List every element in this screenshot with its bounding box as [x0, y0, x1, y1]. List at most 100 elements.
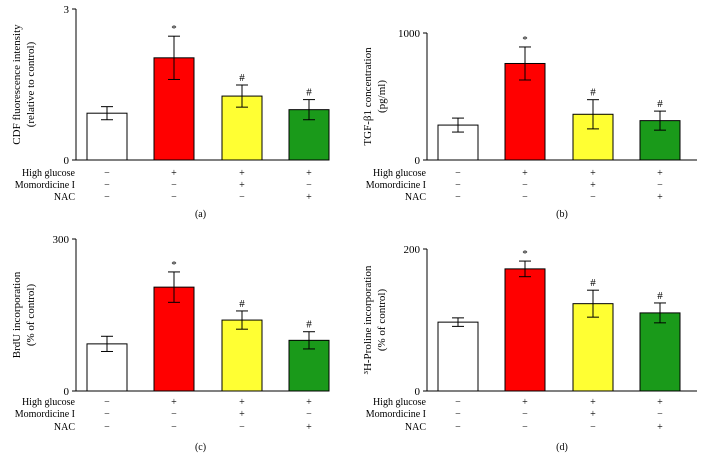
bar [221, 319, 263, 392]
treatment-sign: − [239, 422, 245, 433]
treatment-sign: − [522, 422, 528, 433]
treatment-sign: + [306, 422, 312, 433]
treatment-label: High glucose [373, 168, 427, 179]
significance-marker: # [306, 87, 312, 99]
bar [504, 268, 546, 392]
treatment-sign: + [522, 397, 528, 408]
treatment-sign: − [104, 192, 110, 203]
bar [221, 95, 263, 161]
y-axis-label: ³H-Proline incorporation [362, 265, 374, 374]
significance-marker: # [239, 298, 245, 310]
treatment-sign: − [455, 168, 461, 179]
treatment-sign: + [657, 397, 663, 408]
treatment-sign: − [455, 409, 461, 420]
treatment-sign: − [590, 192, 596, 203]
significance-marker: * [522, 34, 528, 46]
treatment-sign: − [306, 409, 312, 420]
significance-marker: # [239, 72, 245, 84]
panel-label: (a) [195, 209, 206, 220]
y-tick-label: 1000 [398, 28, 421, 40]
treatment-sign: + [306, 397, 312, 408]
treatment-sign: − [171, 409, 177, 420]
y-axis-label: (relative to control) [25, 41, 37, 127]
treatment-label: NAC [54, 192, 75, 203]
significance-marker: # [306, 319, 312, 331]
panel-label: (d) [556, 442, 568, 453]
treatment-label: NAC [54, 422, 75, 433]
treatment-sign: + [657, 422, 663, 433]
bar [153, 286, 195, 392]
treatment-sign: − [522, 409, 528, 420]
y-tick-label: 0 [415, 386, 421, 398]
treatment-label: Momordicine I [15, 409, 75, 420]
treatment-label: High glucose [22, 168, 76, 179]
treatment-sign: + [306, 192, 312, 203]
y-axis-label: BrdU incorporation [11, 271, 23, 358]
panel-label: (c) [195, 442, 206, 453]
treatment-label: Momordicine I [366, 409, 426, 420]
treatment-sign: − [455, 180, 461, 191]
treatment-sign: + [590, 397, 596, 408]
treatment-sign: − [104, 409, 110, 420]
treatment-sign: − [171, 180, 177, 191]
treatment-sign: + [239, 180, 245, 191]
bar [86, 112, 128, 161]
treatment-sign: − [455, 397, 461, 408]
treatment-label: NAC [405, 192, 426, 203]
treatment-sign: − [306, 180, 312, 191]
treatment-label: Momordicine I [15, 180, 75, 191]
y-axis-label: (% of control) [25, 284, 37, 347]
significance-marker: * [171, 259, 177, 271]
y-tick-label: 300 [53, 234, 70, 246]
treatment-sign: + [590, 168, 596, 179]
chart-panel-c: 0 300 BrdU incorporation (% of control) * # # H… [11, 234, 330, 453]
treatment-sign: + [657, 192, 663, 203]
y-tick-label: 0 [415, 155, 421, 167]
treatment-sign: − [104, 168, 110, 179]
treatment-sign: − [104, 180, 110, 191]
treatment-sign: − [171, 422, 177, 433]
treatment-sign: − [455, 422, 461, 433]
treatment-sign: − [590, 422, 596, 433]
treatment-sign: + [239, 168, 245, 179]
bar [437, 321, 479, 392]
treatment-sign: − [455, 192, 461, 203]
treatment-sign: − [657, 180, 663, 191]
treatment-label: High glucose [373, 397, 427, 408]
treatment-sign: − [522, 192, 528, 203]
treatment-label: High glucose [22, 397, 76, 408]
bar [572, 303, 614, 392]
treatment-sign: − [522, 180, 528, 191]
y-tick-label: 0 [64, 386, 70, 398]
treatment-sign: + [239, 397, 245, 408]
treatment-sign: + [522, 168, 528, 179]
y-axis-label: (% of control) [376, 289, 388, 352]
treatment-label: NAC [405, 422, 426, 433]
treatment-sign: + [657, 168, 663, 179]
y-tick-label: 3 [64, 4, 70, 16]
treatment-sign: − [171, 192, 177, 203]
significance-marker: * [522, 248, 528, 260]
significance-marker: # [657, 98, 663, 110]
treatment-sign: + [590, 409, 596, 420]
treatment-sign: + [171, 168, 177, 179]
y-axis-label: CDF fluorescence intensity [11, 24, 23, 145]
y-tick-label: 200 [404, 244, 421, 256]
panel-label: (b) [556, 209, 568, 220]
bar [639, 312, 681, 392]
chart-panel-a: 0 3 CDF fluorescence intensity (relative to… [11, 4, 330, 220]
y-axis-label: TGF-β1 concentration [362, 47, 374, 146]
treatment-sign: − [104, 397, 110, 408]
treatment-sign: + [590, 180, 596, 191]
y-tick-label: 0 [64, 155, 70, 167]
chart-panel-b: 0 1000 TGF-β1 concentration (pg/ml) * # # High … [362, 28, 697, 220]
treatment-sign: − [239, 192, 245, 203]
treatment-sign: + [239, 409, 245, 420]
treatment-label: Momordicine I [366, 180, 426, 191]
bar [437, 124, 479, 161]
bar [572, 113, 614, 161]
treatment-sign: + [171, 397, 177, 408]
significance-marker: # [657, 290, 663, 302]
chart-panel-d: 0 200 ³H-Proline incorporation (% of contro… [362, 244, 697, 453]
